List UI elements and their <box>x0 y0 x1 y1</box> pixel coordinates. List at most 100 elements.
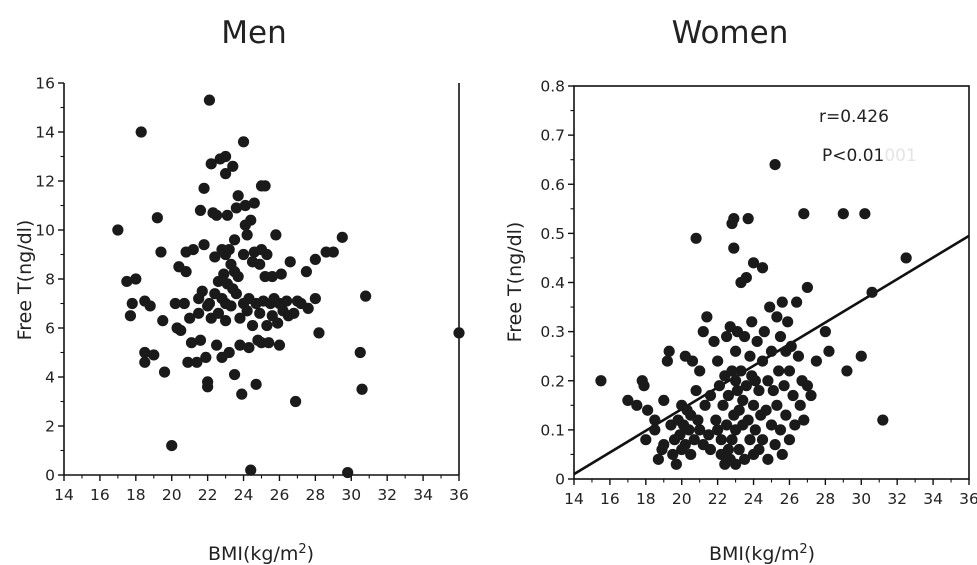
women-data-point <box>742 414 754 426</box>
women-data-point <box>769 439 781 451</box>
men-data-point <box>178 297 190 310</box>
men-data-point <box>218 268 230 280</box>
women-data-point <box>595 375 607 387</box>
women-data-point <box>753 443 765 456</box>
women-data-point <box>823 345 835 357</box>
men-data-point <box>230 202 242 214</box>
men-data-point <box>273 339 286 351</box>
women-data-point <box>751 335 763 348</box>
women-data-point <box>774 424 787 436</box>
women-data-point <box>782 316 794 328</box>
men-y-tick-label: 6 <box>45 320 55 338</box>
women-x-tick-label: 16 <box>600 490 620 508</box>
women-data-point <box>704 389 717 402</box>
women-data-point <box>710 414 722 426</box>
men-data-point <box>263 337 275 349</box>
women-data-point <box>726 365 738 377</box>
men-data-point <box>223 346 235 359</box>
women-data-point <box>762 375 774 387</box>
women-y-tick-label: 0.1 <box>540 421 565 439</box>
women-data-point <box>733 443 745 456</box>
women-data-point <box>753 384 765 397</box>
men-data-point <box>266 270 278 283</box>
men-y-ticks: 0 2 4 6 8 10 12 14 16 <box>35 75 64 485</box>
women-data-point <box>699 399 711 411</box>
women-data-point <box>667 448 679 461</box>
women-x-tick-label: 34 <box>923 490 943 508</box>
men-data-point <box>313 327 325 339</box>
men-data-point <box>336 231 348 243</box>
women-data-point <box>837 208 849 220</box>
men-data-point <box>198 239 210 251</box>
women-chart: Women Free T(ng/dl) BMI(kg/m2) 14 16 18 20 2… <box>504 15 977 565</box>
women-data-point <box>794 399 806 411</box>
women-y-tick-label: 0.4 <box>540 274 565 292</box>
men-data-point <box>234 339 246 351</box>
men-y-tick-label: 2 <box>45 418 55 436</box>
men-data-point <box>185 337 198 349</box>
women-data-point <box>694 424 706 436</box>
women-data-point <box>640 434 652 446</box>
women-data-point <box>742 213 754 225</box>
women-data-point <box>728 242 740 254</box>
men-x-axis-label-main: BMI(kg/m <box>208 543 298 565</box>
women-data-point <box>767 384 779 397</box>
women-data-point <box>721 419 733 431</box>
men-data-point <box>237 248 250 261</box>
men-data-point <box>139 356 151 368</box>
women-data-point <box>729 375 742 387</box>
men-data-point <box>261 319 273 332</box>
women-data-point <box>749 424 761 436</box>
women-data-point <box>746 316 758 328</box>
women-data-point <box>749 375 761 387</box>
women-p-value: P<0.01 <box>822 146 884 166</box>
women-data-point <box>708 335 720 348</box>
women-y-axis-label: Free T(ng/dl) <box>504 222 526 343</box>
women-data-point <box>704 443 717 456</box>
women-x-tick-label: 26 <box>780 490 800 508</box>
women-data-point <box>683 424 695 436</box>
women-data-point <box>729 345 742 357</box>
men-data-point <box>209 251 221 263</box>
men-data-point <box>202 381 214 393</box>
men-data-point <box>148 349 160 361</box>
women-x-axis-label-main: BMI(kg/m <box>709 543 799 565</box>
women-data-point <box>713 380 726 392</box>
men-data-point <box>187 244 199 256</box>
women-data-point <box>810 355 822 367</box>
men-data-point <box>205 158 217 170</box>
men-data-point <box>259 180 271 192</box>
women-data-point <box>658 394 670 406</box>
men-x-tick-label: 20 <box>162 486 182 504</box>
men-data-point <box>275 268 287 280</box>
women-data-point <box>756 262 769 274</box>
women-x-tick-label: 22 <box>708 490 728 508</box>
women-data-point <box>729 458 742 470</box>
women-y-ticks: 0 0.1 0.2 0.3 0.4 0.5 0.6 0.7 0.8 <box>540 78 574 489</box>
women-data-point <box>690 232 702 244</box>
women-data-point <box>733 404 745 416</box>
women-data-point <box>900 252 912 264</box>
women-data-point <box>717 399 729 411</box>
women-data-point <box>785 340 797 352</box>
men-data-point <box>121 275 133 288</box>
women-x-tick-label: 32 <box>887 490 907 508</box>
women-data-point <box>744 350 756 362</box>
men-data-point <box>184 312 196 324</box>
women-data-point <box>798 208 810 220</box>
women-y-tick-label: 0.8 <box>540 78 565 96</box>
women-data-point <box>738 330 751 343</box>
men-data-point <box>203 297 216 310</box>
men-data-point <box>223 244 235 256</box>
women-data-point <box>735 365 747 377</box>
women-data-point <box>819 326 831 338</box>
men-data-point <box>284 256 296 268</box>
men-data-point <box>151 212 163 224</box>
men-data-point <box>211 339 223 351</box>
women-data-point <box>670 458 682 470</box>
women-data-point <box>792 350 805 362</box>
men-data-point <box>250 378 262 390</box>
men-x-tick-label: 34 <box>413 486 433 504</box>
women-data-point <box>762 453 774 465</box>
